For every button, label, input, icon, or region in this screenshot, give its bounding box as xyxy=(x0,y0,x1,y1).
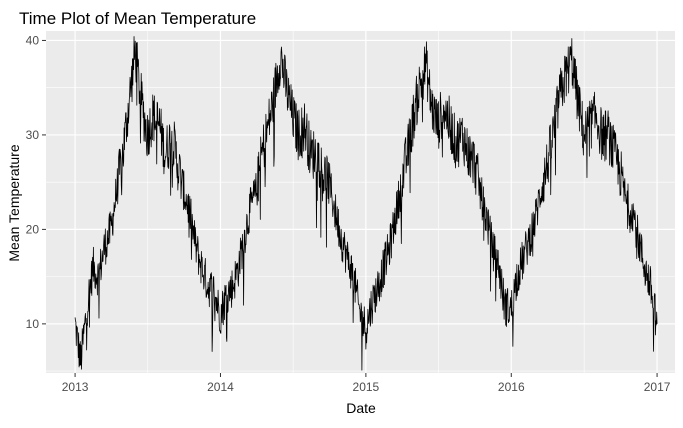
x-tick-label: 2013 xyxy=(62,380,89,394)
x-axis-label: Date xyxy=(346,400,376,416)
y-tick-label: 30 xyxy=(26,128,40,142)
major-gridlines xyxy=(46,31,675,373)
x-axis: 2013 2014 2015 2016 2017 xyxy=(62,373,671,394)
y-tick-label: 20 xyxy=(26,222,40,236)
y-axis-label: Mean Temperature xyxy=(6,144,22,261)
y-tick-label: 40 xyxy=(26,33,40,47)
series-layer xyxy=(74,36,658,371)
x-tick-label: 2017 xyxy=(644,380,671,394)
y-tick-label: 10 xyxy=(26,317,40,331)
x-tick-label: 2016 xyxy=(498,380,525,394)
chart-title: Time Plot of Mean Temperature xyxy=(19,9,256,28)
series-line xyxy=(74,36,658,371)
y-axis: 10 20 30 40 xyxy=(26,33,46,331)
minor-gridlines xyxy=(46,31,675,373)
x-tick-label: 2015 xyxy=(353,380,380,394)
x-tick-label: 2014 xyxy=(207,380,234,394)
